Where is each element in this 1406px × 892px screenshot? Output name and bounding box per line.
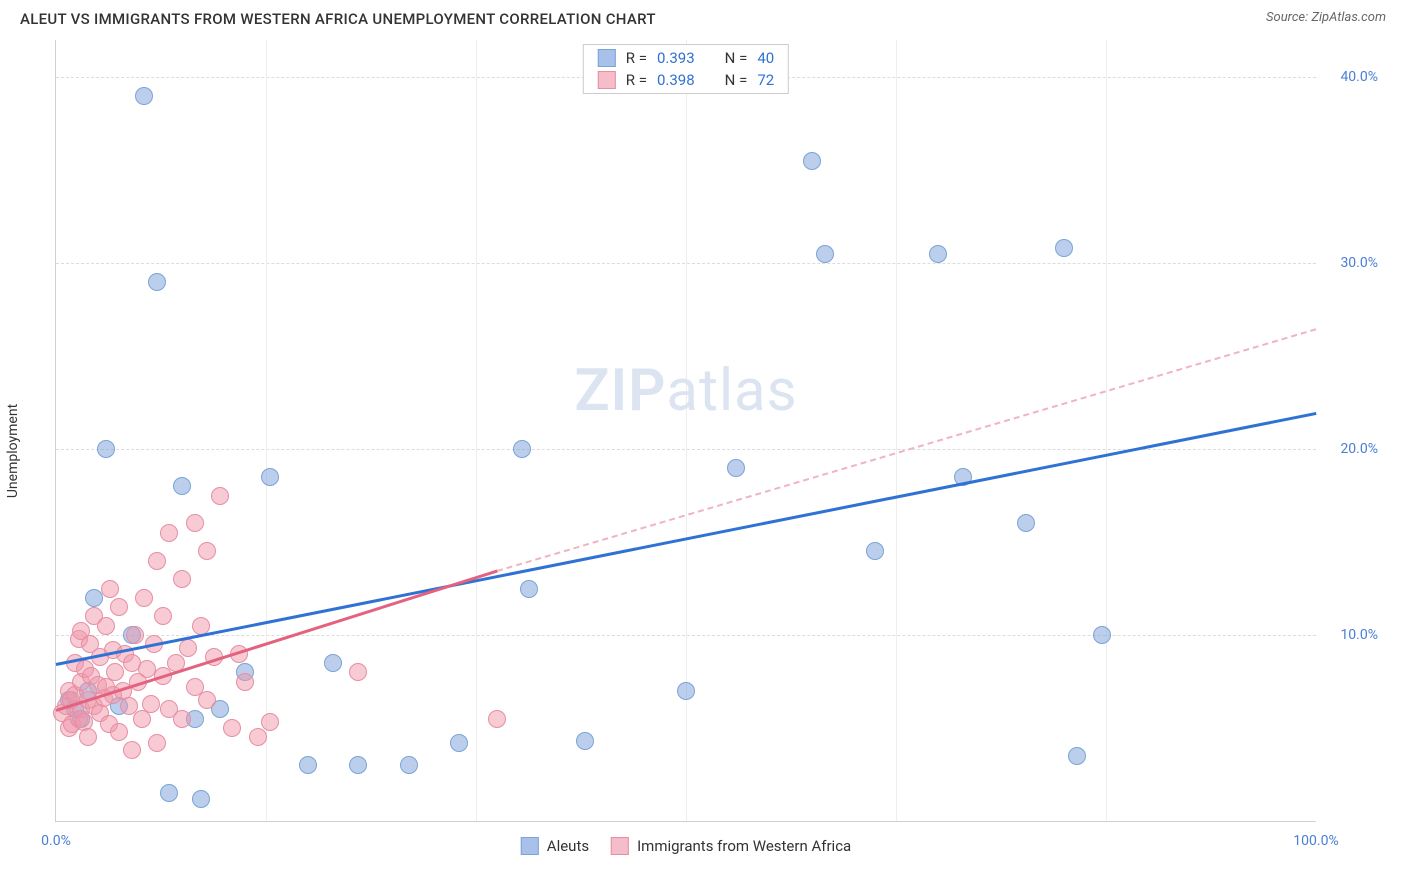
data-point — [110, 723, 128, 741]
data-point — [85, 589, 103, 607]
data-point — [135, 589, 153, 607]
data-point — [488, 710, 506, 728]
data-point — [349, 756, 367, 774]
data-point — [249, 728, 267, 746]
data-point — [513, 440, 531, 458]
data-point — [186, 514, 204, 532]
data-point — [160, 524, 178, 542]
data-point — [223, 719, 241, 737]
correlation-legend: R = 0.393 N = 40 R = 0.398 N = 72 — [583, 44, 789, 94]
correlation-legend-row-immigrants: R = 0.398 N = 72 — [584, 69, 788, 91]
data-point — [816, 245, 834, 263]
data-point — [1055, 239, 1073, 257]
legend-item-immigrants: Immigrants from Western Africa — [611, 837, 851, 855]
data-point — [138, 660, 156, 678]
series-legend: Aleuts Immigrants from Western Africa — [521, 837, 851, 855]
data-point — [324, 654, 342, 672]
y-tick-label: 40.0% — [1340, 69, 1378, 85]
data-point — [148, 552, 166, 570]
swatch-pink-icon — [598, 71, 616, 89]
data-point — [520, 580, 538, 598]
data-point — [198, 691, 216, 709]
data-point — [261, 713, 279, 731]
gridline-vertical — [1106, 40, 1107, 821]
data-point — [173, 710, 191, 728]
data-point — [110, 598, 128, 616]
x-tick-label: 100.0% — [1293, 833, 1338, 849]
data-point — [126, 626, 144, 644]
data-point — [261, 468, 279, 486]
data-point — [236, 673, 254, 691]
data-point — [97, 440, 115, 458]
data-point — [400, 756, 418, 774]
data-point — [179, 639, 197, 657]
data-point — [101, 580, 119, 598]
data-point — [148, 734, 166, 752]
legend-item-aleuts: Aleuts — [521, 837, 589, 855]
data-point — [123, 741, 141, 759]
data-point — [173, 570, 191, 588]
data-point — [154, 607, 172, 625]
data-point — [160, 784, 178, 802]
trend-line — [56, 570, 498, 712]
data-point — [173, 477, 191, 495]
data-point — [97, 617, 115, 635]
data-point — [135, 87, 153, 105]
data-point — [677, 682, 695, 700]
y-axis-label: Unemployment — [5, 404, 21, 498]
data-point — [211, 487, 229, 505]
swatch-blue-icon — [521, 837, 539, 855]
data-point — [727, 459, 745, 477]
swatch-blue-icon — [598, 49, 616, 67]
chart-source: Source: ZipAtlas.com — [1266, 10, 1386, 25]
data-point — [576, 732, 594, 750]
gridline-vertical — [686, 40, 687, 821]
data-point — [198, 542, 216, 560]
gridline-vertical — [896, 40, 897, 821]
data-point — [349, 663, 367, 681]
y-tick-label: 10.0% — [1340, 627, 1378, 643]
data-point — [79, 728, 97, 746]
data-point — [450, 734, 468, 752]
data-point — [148, 273, 166, 291]
chart-title: ALEUT VS IMMIGRANTS FROM WESTERN AFRICA … — [20, 10, 656, 28]
scatter-plot-area: ZIPatlas R = 0.393 N = 40 R = 0.398 N = … — [55, 40, 1316, 822]
chart-wrapper: Unemployment ZIPatlas R = 0.393 N = 40 R… — [45, 40, 1386, 862]
data-point — [866, 542, 884, 560]
y-tick-label: 20.0% — [1340, 441, 1378, 457]
data-point — [803, 152, 821, 170]
gridline-vertical — [266, 40, 267, 821]
swatch-pink-icon — [611, 837, 629, 855]
chart-header: ALEUT VS IMMIGRANTS FROM WESTERN AFRICA … — [0, 0, 1406, 28]
x-tick-label: 0.0% — [41, 833, 71, 849]
data-point — [1093, 626, 1111, 644]
data-point — [106, 663, 124, 681]
correlation-legend-row-aleuts: R = 0.393 N = 40 — [584, 47, 788, 69]
data-point — [929, 245, 947, 263]
data-point — [142, 695, 160, 713]
gridline-vertical — [476, 40, 477, 821]
data-point — [299, 756, 317, 774]
y-tick-label: 30.0% — [1340, 255, 1378, 271]
data-point — [1068, 747, 1086, 765]
data-point — [192, 790, 210, 808]
data-point — [1017, 514, 1035, 532]
